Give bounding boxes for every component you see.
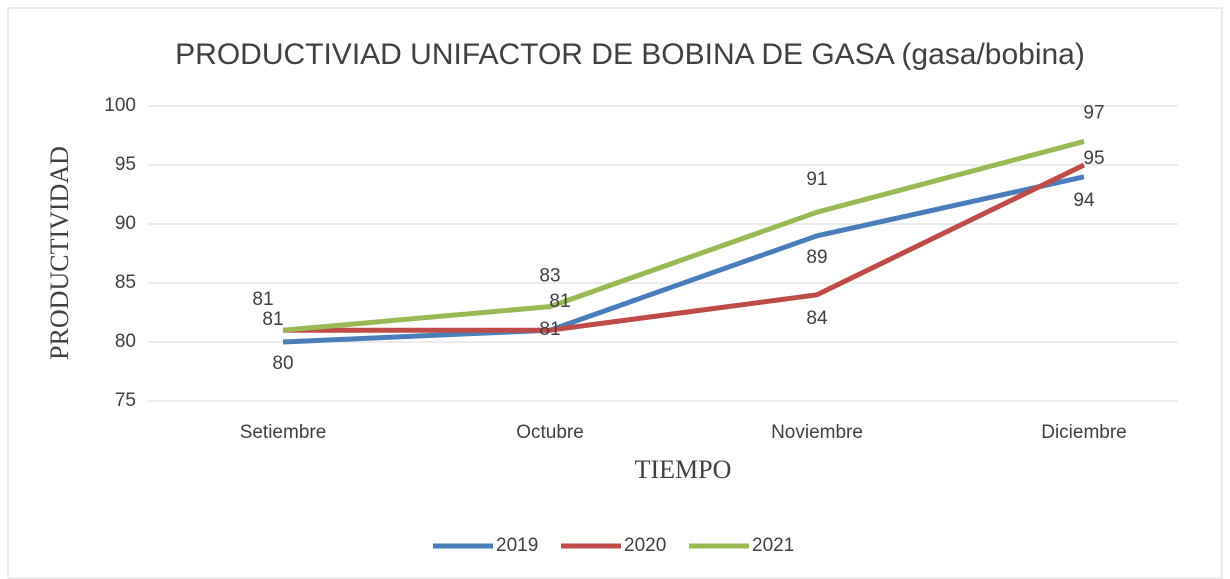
data-label: 97	[1083, 102, 1104, 123]
y-tick-label: 80	[115, 331, 136, 352]
series-line	[283, 162, 1086, 333]
x-tick-label: Diciembre	[1041, 422, 1127, 443]
data-label: 81	[549, 291, 570, 312]
legend-label: 2020	[624, 535, 666, 556]
data-label: 91	[806, 169, 827, 190]
legend-label: 2019	[496, 535, 538, 556]
y-axis-label: PRODUCTIVIDAD	[45, 146, 74, 360]
y-tick-label: 90	[115, 213, 136, 234]
data-label: 94	[1073, 190, 1095, 211]
data-label: 83	[539, 266, 560, 287]
data-label: 81	[539, 319, 560, 340]
y-tick-label: 100	[104, 95, 136, 116]
data-label: 81	[252, 289, 273, 310]
y-tick-label: 95	[115, 154, 136, 175]
y-tick-label: 85	[115, 272, 136, 293]
x-tick-label: Noviembre	[771, 422, 863, 443]
data-label: 80	[272, 353, 293, 374]
chart-border	[7, 7, 1223, 579]
y-tick-label: 75	[115, 390, 136, 411]
x-tick-label: Octubre	[516, 422, 584, 443]
chart-title: PRODUCTIVIAD UNIFACTOR DE BOBINA DE GASA…	[175, 38, 1085, 71]
x-tick-label: Setiembre	[240, 422, 327, 443]
series-line	[282, 174, 1085, 345]
data-label: 95	[1083, 148, 1104, 169]
legend-label: 2021	[752, 535, 794, 556]
series-line	[282, 138, 1085, 333]
x-axis-label: TIEMPO	[635, 455, 732, 484]
data-label: 89	[806, 247, 827, 268]
data-label: 81	[262, 309, 283, 330]
data-label: 84	[806, 308, 828, 329]
